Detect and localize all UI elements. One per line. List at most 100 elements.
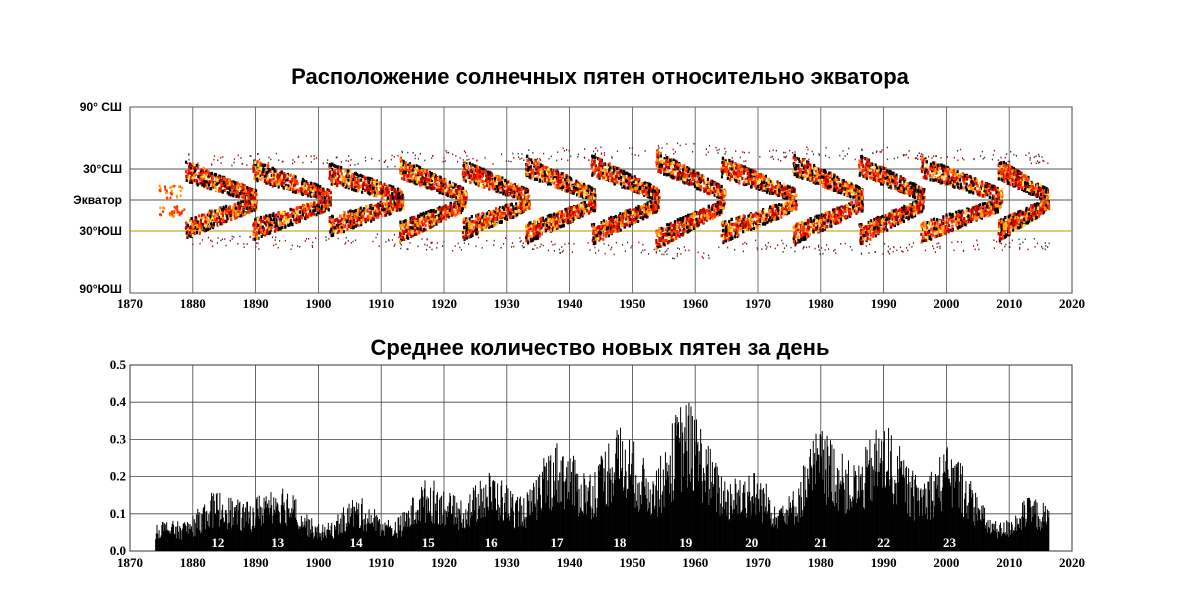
butterfly-spot: [361, 209, 364, 213]
butterfly-spot: [380, 194, 383, 199]
butterfly-spot: [197, 214, 201, 218]
butterfly-spot: [525, 196, 528, 200]
butterfly-spot: [236, 191, 240, 195]
butterfly-spot: [201, 180, 204, 184]
butterfly-spot: [476, 181, 479, 185]
butterfly-spot: [330, 178, 333, 182]
butterfly-spot: [314, 208, 318, 212]
butterfly-spot: [360, 218, 363, 222]
butterfly-outlier: [391, 239, 394, 241]
butterfly-spot: [257, 164, 260, 168]
butterfly-spot: [493, 220, 496, 224]
butterfly-spot: [517, 190, 521, 194]
butterfly-outlier: [311, 246, 314, 249]
butterfly-spot: [191, 229, 194, 233]
butterfly-spot: [209, 219, 212, 223]
butterfly-spot: [432, 213, 435, 217]
butterfly-spot: [448, 212, 451, 216]
butterfly-spot: [416, 180, 419, 184]
butterfly-spot: [190, 216, 193, 221]
butterfly-spot: [254, 160, 257, 164]
butterfly-spot: [192, 162, 195, 166]
butterfly-spot: [358, 221, 361, 225]
butterfly-spot: [341, 178, 344, 182]
butterfly-outlier: [543, 152, 545, 155]
butterfly-outlier: [477, 236, 480, 239]
butterfly-spot: [510, 185, 513, 189]
butterfly-spot: [206, 177, 209, 181]
butterfly-spot: [594, 204, 597, 208]
butterfly-spot: [295, 217, 298, 222]
butterfly-spot: [536, 165, 539, 170]
butterfly-spot: [463, 160, 466, 164]
butterfly-spot: [463, 217, 466, 221]
butterfly-spot: [451, 206, 454, 210]
butterfly-outlier: [398, 236, 400, 239]
butterfly-spot: [326, 201, 329, 205]
butterfly-spot: [234, 206, 238, 210]
butterfly-spot: [384, 203, 388, 207]
butterfly-spot: [496, 188, 500, 192]
butterfly-spot: [461, 186, 465, 190]
butterfly-spot: [399, 207, 403, 211]
butterfly-outlier: [257, 242, 259, 245]
butterfly-outlier: [354, 164, 356, 166]
butterfly-spot: [273, 229, 277, 233]
butterfly-outlier: [568, 242, 570, 245]
butterfly-outlier: [279, 240, 281, 242]
butterfly-spot: [253, 208, 256, 212]
butterfly-spot: [311, 193, 314, 197]
butterfly-spot: [509, 208, 513, 212]
butterfly-outlier: [533, 248, 535, 251]
butterfly-spot: [198, 231, 201, 235]
butterfly-outlier: [237, 154, 239, 157]
butterfly-spot: [230, 182, 233, 186]
butterfly-spot: [378, 181, 382, 186]
butterfly-spot: [481, 215, 484, 219]
butterfly-spot: [568, 176, 571, 180]
butterfly-spot: [532, 225, 535, 229]
butterfly-spot: [307, 184, 310, 188]
butterfly-spot: [211, 181, 214, 185]
butterfly-spot: [521, 210, 525, 214]
butterfly-spot: [474, 171, 477, 175]
butterfly-spot: [590, 188, 594, 192]
butterfly-spot: [282, 185, 285, 190]
butterfly-spot: [249, 205, 252, 209]
butterfly-spot: [268, 180, 271, 184]
butterfly-spot: [196, 182, 199, 186]
butterfly-spot: [214, 188, 218, 192]
butterfly-spot: [252, 188, 256, 192]
butterfly-spot: [363, 178, 366, 183]
butterfly-spot: [401, 235, 405, 240]
butterfly-spot: [335, 229, 338, 233]
butterfly-spot: [370, 188, 374, 192]
butterfly-outlier: [298, 155, 300, 158]
butterfly-outlier: [457, 242, 459, 245]
butterfly-spot: [478, 212, 481, 216]
butterfly-spot: [462, 172, 465, 177]
butterfly-spot: [523, 205, 526, 209]
butterfly-outlier: [192, 243, 194, 246]
butterfly-spot: [399, 220, 402, 224]
butterfly-spot: [575, 193, 579, 197]
butterfly-spot: [507, 206, 510, 211]
butterfly-outlier: [335, 156, 337, 159]
butterfly-outlier: [256, 153, 259, 155]
butterfly-spot: [269, 182, 272, 186]
butterfly-outlier: [290, 248, 292, 251]
butterfly-spot: [326, 191, 329, 196]
butterfly-outlier: [400, 244, 402, 246]
butterfly-spot: [529, 172, 533, 176]
butterfly-spot: [537, 219, 541, 223]
butterfly-spot: [510, 214, 513, 219]
butterfly-spot: [399, 223, 402, 228]
butterfly-spot: [347, 223, 350, 227]
butterfly-spot: [269, 228, 272, 232]
butterfly-spot: [368, 184, 372, 188]
butterfly-spot: [411, 231, 414, 235]
butterfly-spot: [434, 175, 437, 179]
butterfly-spot: [473, 164, 476, 168]
butterfly-spot: [251, 196, 255, 200]
butterfly-spot: [241, 202, 244, 207]
